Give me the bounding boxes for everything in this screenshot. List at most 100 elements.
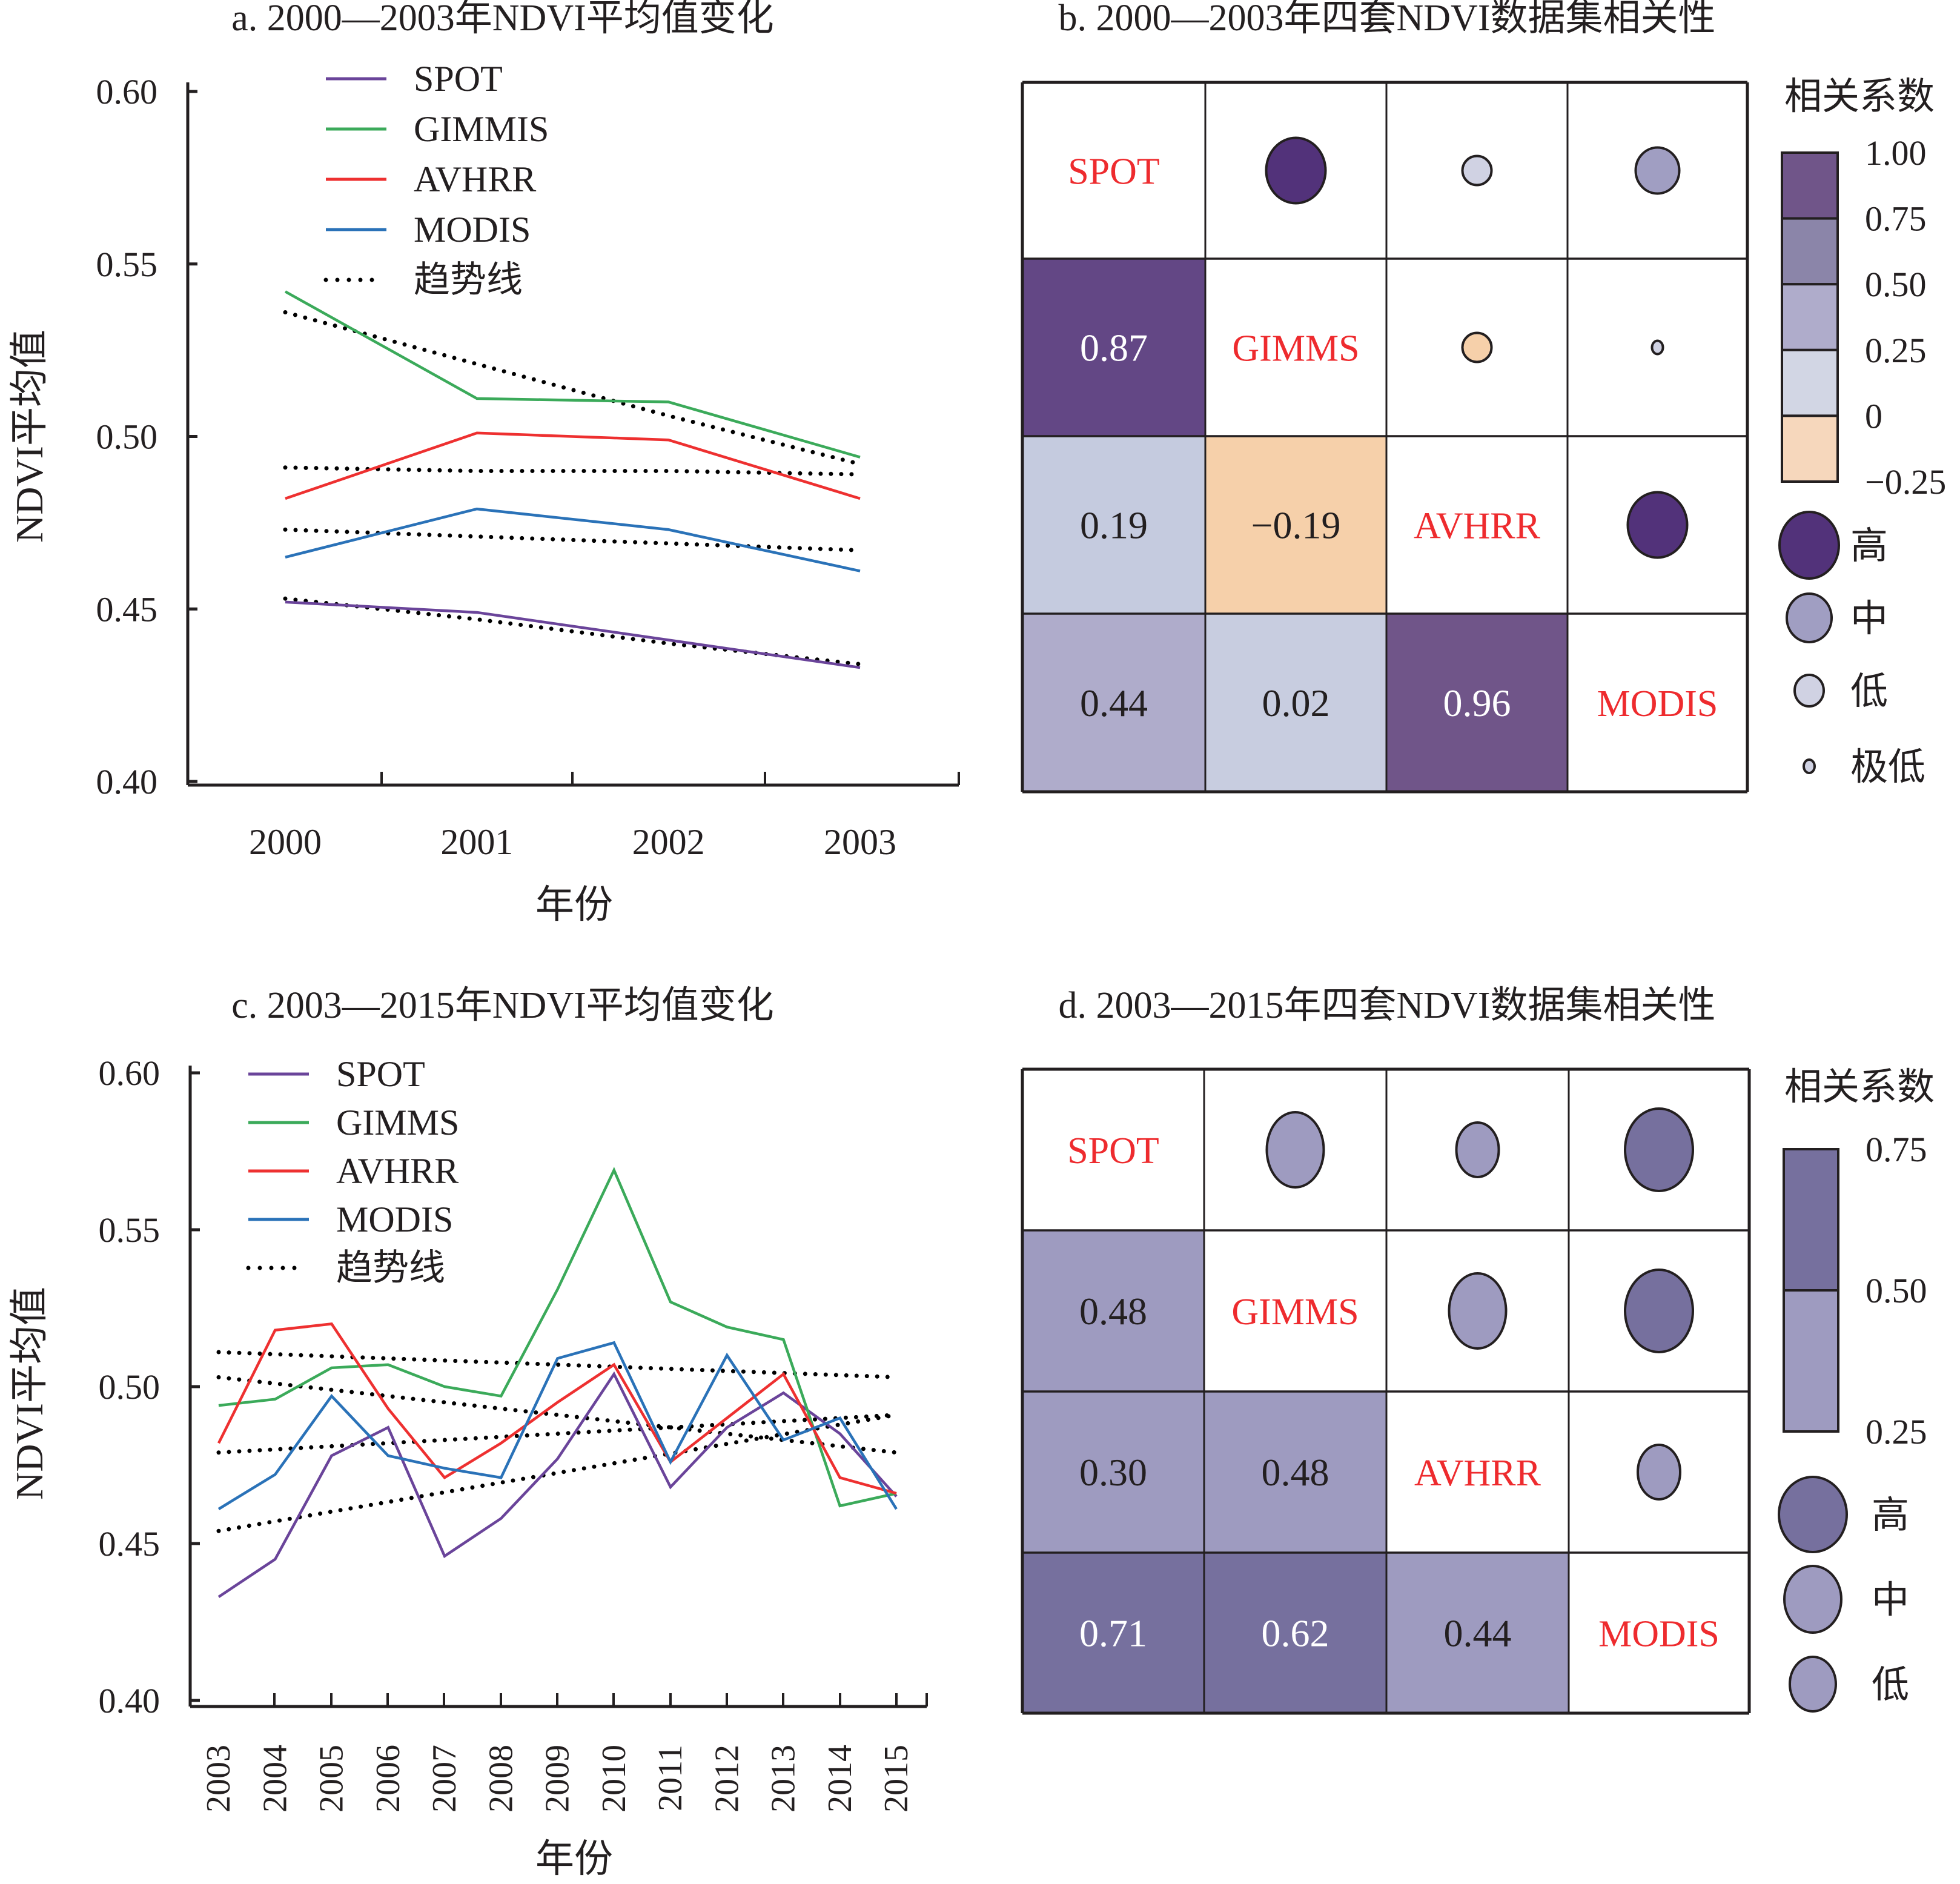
x-tick-label: 2003: [200, 1745, 237, 1813]
cell-value: 0.30: [1079, 1451, 1147, 1494]
x-tick-label: 2010: [595, 1745, 633, 1813]
x-tick-label: 2011: [652, 1745, 689, 1811]
x-tick-label: 2004: [256, 1745, 294, 1813]
colorbar-tick-label: 1.00: [1865, 133, 1927, 173]
legend-label: GIMMIS: [414, 109, 549, 149]
colorbar-tick-label: 0.75: [1866, 1130, 1927, 1169]
matrix-cell: [1204, 1553, 1386, 1713]
series-line-avhrr: [285, 431, 861, 500]
y-tick-label: 0.50: [99, 1367, 161, 1407]
matrix-cell: [1022, 82, 1205, 259]
legend-label: GIMMS: [336, 1103, 459, 1143]
colorbar-tick-label: 0.50: [1866, 1271, 1927, 1310]
legend-label: SPOT: [414, 59, 503, 99]
cell-value: 0.02: [1262, 682, 1330, 725]
series-line-gimms: [218, 1167, 897, 1508]
x-tick-label: 2008: [482, 1745, 520, 1813]
size-legend-circle: [1793, 674, 1825, 708]
legend-label: SPOT: [336, 1054, 425, 1094]
cell-value: 0.96: [1443, 682, 1511, 725]
y-tick-label: 0.50: [96, 417, 158, 457]
matrix-cell: [1569, 1553, 1749, 1713]
colorbar-segment: [1783, 1289, 1839, 1433]
colorbar-tick-label: 0.75: [1865, 199, 1927, 239]
size-legend-circle: [1803, 758, 1816, 774]
legend-label: MODIS: [414, 210, 531, 250]
cell-value: −0.19: [1251, 504, 1340, 547]
size-legend-label: 极低: [1850, 747, 1925, 788]
matrix-cell: [1386, 1553, 1569, 1713]
colorbar-segment: [1781, 151, 1839, 220]
correlation-circle: [1637, 1444, 1681, 1501]
correlation-circle: [1626, 491, 1689, 559]
chart-title: c. 2003—2015年NDVI平均值变化: [231, 985, 774, 1026]
trend-line-avhrr: [216, 1375, 899, 1455]
matrix-cell: [1205, 614, 1386, 792]
legend-label: 趋势线: [336, 1248, 445, 1288]
cell-value: 0.44: [1080, 682, 1148, 725]
cell-value: 0.44: [1444, 1612, 1512, 1655]
series-line-spot: [285, 600, 861, 669]
x-tick-label: 2001: [440, 822, 513, 862]
diagonal-label: AVHRR: [1414, 506, 1541, 547]
size-legend-circle: [1786, 592, 1833, 643]
matrix-cell: [1022, 614, 1205, 792]
y-tick-label: 0.60: [96, 72, 158, 111]
correlation-circle: [1461, 331, 1493, 363]
cell-value: 0.62: [1262, 1612, 1329, 1655]
trend-line-modis: [283, 527, 862, 552]
y-tick-label: 0.55: [96, 245, 158, 284]
trend-line-avhrr: [283, 465, 862, 477]
size-legend-circle: [1778, 511, 1840, 580]
colorbar-segment: [1781, 414, 1839, 483]
x-tick-label: 2000: [249, 822, 322, 862]
legend-label: 趋势线: [414, 260, 523, 300]
correlation-circle: [1624, 1269, 1694, 1353]
matrix-cell: [1386, 436, 1568, 614]
chart-title: a. 2000—2003年NDVI平均值变化: [231, 0, 774, 39]
matrix-cell: [1022, 1069, 1204, 1230]
diagonal-label: AVHRR: [1414, 1453, 1541, 1494]
series-line-spot: [217, 1371, 898, 1598]
size-legend-label: 低: [1850, 671, 1888, 712]
colorbar-segment: [1781, 348, 1839, 417]
colorbar-tick-label: 0.25: [1866, 1412, 1927, 1451]
matrix-cell: [1205, 436, 1386, 614]
correlation-circle: [1448, 1272, 1508, 1350]
correlation-circle: [1650, 339, 1664, 356]
size-legend-label: 高: [1850, 526, 1888, 567]
diagonal-label: MODIS: [1597, 683, 1718, 725]
x-tick-label: 2012: [708, 1745, 746, 1813]
correlation-circle: [1624, 1107, 1694, 1192]
matrix-cell: [1022, 1391, 1204, 1553]
x-axis-title: 年份: [535, 883, 613, 926]
y-tick-label: 0.40: [99, 1681, 161, 1720]
cell-value: 0.71: [1079, 1612, 1147, 1655]
colorbar-tick-label: 0: [1865, 396, 1882, 436]
panel-b: b. 2000—2003年四套NDVI数据集相关性 SPOT 0.87 GIMMS 0.…: [1021, 0, 1946, 794]
colorbar-title: 相关系数: [1784, 76, 1935, 118]
colorbar-segment: [1781, 217, 1839, 286]
legend-label: MODIS: [336, 1199, 453, 1239]
diagonal-label: GIMMS: [1232, 328, 1359, 370]
y-axis-title: NDVI平均值: [8, 1287, 51, 1500]
colorbar-tick-label: 0.25: [1865, 331, 1927, 370]
chart-title: d. 2003—2015年四套NDVI数据集相关性: [1059, 985, 1716, 1026]
correlation-circle: [1461, 154, 1493, 187]
correlation-circle: [1265, 1111, 1325, 1189]
colorbar-tick-label: −0.25: [1865, 462, 1946, 502]
matrix-cell: [1022, 1553, 1204, 1713]
x-tick-label: 2013: [765, 1745, 803, 1813]
trend-line-gimmis: [283, 310, 862, 466]
matrix-cell: [1022, 1230, 1204, 1391]
correlation-circle: [1634, 146, 1681, 195]
correlation-circle: [1265, 136, 1327, 205]
y-tick-label: 0.40: [96, 762, 158, 801]
matrix-cell: [1022, 436, 1205, 614]
panel-c: c. 2003—2015年NDVI平均值变化 0.40 0.45 0.50 0.55 0.…: [8, 985, 928, 1880]
size-legend-circle: [1778, 1476, 1848, 1553]
trend-line-spot: [216, 1413, 899, 1533]
y-tick-label: 0.45: [99, 1524, 161, 1564]
diagonal-label: MODIS: [1598, 1614, 1720, 1655]
